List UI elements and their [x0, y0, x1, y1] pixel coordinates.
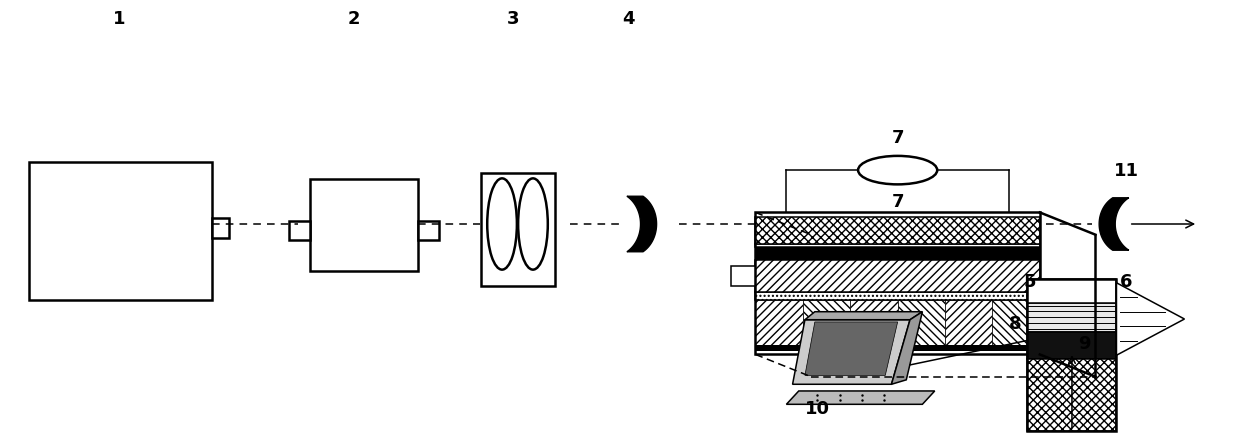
Ellipse shape — [487, 178, 517, 270]
Bar — [1027, 280, 1116, 431]
Text: 10: 10 — [805, 400, 830, 418]
Bar — [1027, 332, 1116, 358]
Bar — [311, 180, 418, 271]
Text: 7: 7 — [891, 193, 904, 211]
Bar — [756, 292, 1040, 300]
Text: 7: 7 — [891, 129, 904, 147]
Bar — [418, 221, 439, 240]
Bar — [212, 218, 229, 238]
Bar — [897, 300, 945, 345]
Bar — [756, 244, 1040, 247]
Text: 4: 4 — [622, 10, 634, 28]
Text: 8: 8 — [1009, 315, 1021, 333]
Polygon shape — [787, 391, 934, 404]
Bar — [756, 256, 1040, 260]
Text: 1: 1 — [113, 10, 125, 28]
Polygon shape — [1099, 198, 1129, 250]
Polygon shape — [793, 320, 909, 384]
Bar — [756, 300, 803, 345]
Bar — [290, 221, 311, 240]
Bar — [731, 266, 756, 286]
Text: 11: 11 — [1114, 162, 1139, 180]
Bar — [992, 300, 1040, 345]
Bar — [756, 247, 1040, 256]
Text: 3: 3 — [507, 10, 519, 28]
Bar — [28, 162, 212, 300]
Text: 5: 5 — [1023, 273, 1036, 291]
Polygon shape — [805, 322, 897, 375]
Polygon shape — [627, 196, 657, 252]
Bar — [850, 300, 897, 345]
Bar — [481, 173, 555, 286]
Bar — [1027, 358, 1116, 431]
Bar — [803, 300, 850, 345]
Bar — [1027, 302, 1116, 332]
Circle shape — [859, 156, 937, 185]
Text: 2: 2 — [347, 10, 361, 28]
Text: 9: 9 — [1078, 335, 1090, 353]
Bar — [756, 260, 1040, 292]
Bar — [756, 217, 1040, 244]
Bar — [945, 300, 992, 345]
Bar — [756, 345, 1040, 351]
Text: U: U — [892, 163, 903, 177]
Bar — [756, 244, 1040, 247]
Polygon shape — [805, 312, 922, 320]
Ellipse shape — [518, 178, 548, 270]
Polygon shape — [892, 312, 922, 384]
Polygon shape — [1116, 283, 1184, 355]
Text: 6: 6 — [1120, 273, 1132, 291]
Bar — [756, 212, 1040, 354]
Bar — [1027, 280, 1116, 302]
